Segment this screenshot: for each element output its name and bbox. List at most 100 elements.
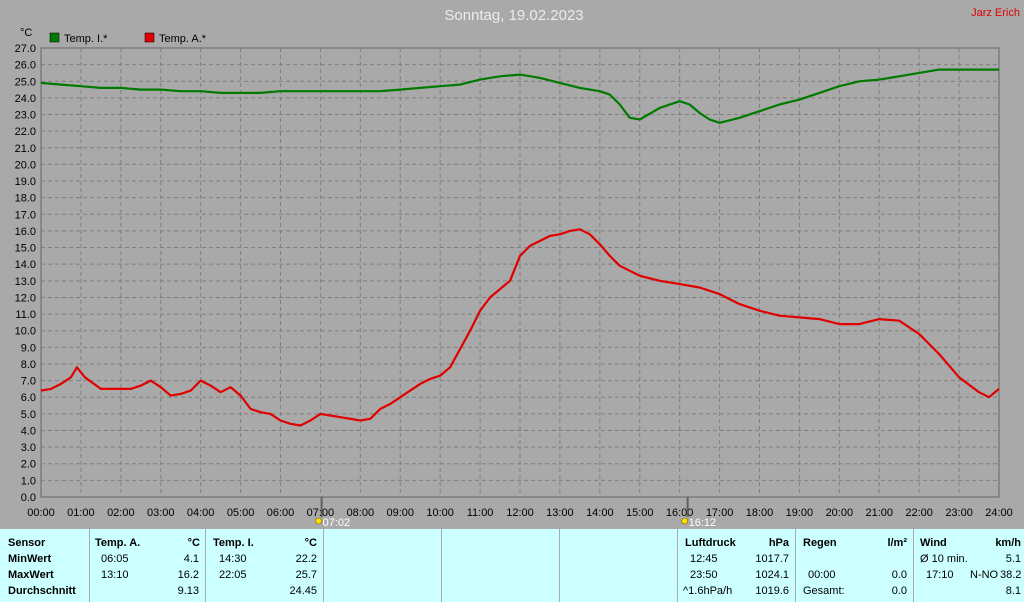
x-tick-label: 10:00 bbox=[426, 507, 454, 519]
y-tick-label: 7.0 bbox=[21, 376, 36, 388]
x-tick-label: 24:00 bbox=[985, 507, 1013, 519]
x-tick-label: 16:00 bbox=[666, 507, 694, 519]
x-tick-label: 06:00 bbox=[267, 507, 295, 519]
y-tick-label: 21.0 bbox=[15, 143, 36, 155]
wind-max-time: 17:10 bbox=[926, 569, 954, 581]
x-tick-label: 09:00 bbox=[386, 507, 414, 519]
wind-unit: km/h bbox=[995, 537, 1021, 549]
x-tick-label: 18:00 bbox=[746, 507, 774, 519]
legend-swatch-temp-a bbox=[144, 32, 155, 43]
wind-header: Wind bbox=[920, 537, 947, 549]
x-tick-label: 01:00 bbox=[67, 507, 95, 519]
x-tick-label: 12:00 bbox=[506, 507, 534, 519]
x-axis: 00:00 01:00 02:00 03:00 04:00 05:00 06:00 07:00… bbox=[27, 507, 1013, 519]
y-tick-label: 24.0 bbox=[15, 93, 36, 105]
temp-a-unit: °C bbox=[187, 537, 200, 549]
y-tick-label: 15.0 bbox=[15, 243, 36, 255]
wind-direction: N-NO bbox=[970, 569, 999, 581]
series-lines bbox=[40, 68, 1000, 427]
y-tick-label: 4.0 bbox=[21, 425, 36, 437]
y-tick-label: 3.0 bbox=[21, 442, 36, 454]
wind-avg: 5.1 bbox=[1005, 553, 1021, 565]
temp-i-header: Temp. I. bbox=[213, 537, 254, 549]
wind-max: 38.2 bbox=[1000, 569, 1022, 581]
y-tick-label: 8.0 bbox=[21, 359, 36, 371]
row-label-avg: Durchschnitt bbox=[8, 585, 76, 597]
y-tick-label: 11.0 bbox=[15, 309, 36, 321]
y-tick-label: 1.0 bbox=[21, 475, 36, 487]
x-tick-label: 05:00 bbox=[227, 507, 255, 519]
x-tick-label: 02:00 bbox=[107, 507, 135, 519]
legend-swatch-temp-i bbox=[49, 32, 60, 43]
x-tick-label: 03:00 bbox=[147, 507, 175, 519]
x-tick-label: 04:00 bbox=[187, 507, 215, 519]
y-unit-label: °C bbox=[20, 27, 32, 39]
sunset-icon bbox=[681, 517, 688, 525]
y-tick-label: 18.0 bbox=[15, 193, 36, 205]
chart-title: Sonntag, 19.02.2023 bbox=[444, 7, 583, 24]
y-tick-label: 2.0 bbox=[21, 459, 36, 471]
pressure-unit: hPa bbox=[768, 537, 789, 549]
x-tick-label: 19:00 bbox=[786, 507, 814, 519]
pressure-max: 1024.1 bbox=[755, 569, 789, 581]
y-tick-label: 27.0 bbox=[15, 43, 36, 55]
author-label: Jarz Erich bbox=[971, 7, 1020, 19]
temp-i-avg: 24.45 bbox=[289, 585, 317, 597]
pressure-min: 1017.7 bbox=[755, 553, 789, 565]
temp-i-min: 22.2 bbox=[295, 553, 317, 565]
wind-avg-label: Ø 10 min. bbox=[920, 553, 968, 565]
x-tick-label: 07:00 bbox=[307, 507, 335, 519]
summary-table: Sensor MinWert MaxWert Durchschnitt Temp… bbox=[0, 529, 1024, 602]
temp-i-max: 25.7 bbox=[295, 569, 317, 581]
divider bbox=[795, 529, 796, 602]
rain-header: Regen bbox=[803, 537, 837, 549]
temperature-chart: Sonntag, 19.02.2023 Jarz Erich °C Temp. … bbox=[15, 7, 1020, 529]
x-tick-label: 23:00 bbox=[945, 507, 973, 519]
temp-a-max-time: 13:10 bbox=[101, 569, 129, 581]
row-label-max: MaxWert bbox=[8, 569, 54, 581]
legend: Temp. I.* Temp. A.* bbox=[49, 32, 207, 45]
rain-total-label: Gesamt: bbox=[803, 585, 845, 597]
y-tick-label: 13.0 bbox=[15, 276, 36, 288]
y-tick-label: 12.0 bbox=[15, 292, 36, 304]
series-line-temp-a bbox=[40, 228, 1000, 427]
y-tick-label: 0.0 bbox=[21, 492, 36, 504]
x-tick-label: 22:00 bbox=[905, 507, 933, 519]
temp-i-max-time: 22:05 bbox=[219, 569, 247, 581]
pressure-header: Luftdruck bbox=[685, 537, 736, 549]
y-axis: 0.0 1.0 2.0 3.0 4.0 5.0 6.0 7.0 8.0 9.0 10.0 11.0 12… bbox=[15, 43, 36, 504]
sunrise-icon bbox=[315, 517, 322, 525]
y-tick-label: 22.0 bbox=[15, 126, 36, 138]
x-tick-label: 08:00 bbox=[347, 507, 375, 519]
x-tick-label: 21:00 bbox=[865, 507, 893, 519]
y-tick-label: 23.0 bbox=[15, 110, 36, 122]
y-tick-label: 6.0 bbox=[21, 392, 36, 404]
pressure-trend: ^1.6hPa/h bbox=[683, 585, 733, 597]
y-tick-label: 17.0 bbox=[15, 209, 36, 221]
y-tick-label: 19.0 bbox=[15, 176, 36, 188]
x-tick-label: 14:00 bbox=[586, 507, 614, 519]
x-tick-label: 20:00 bbox=[826, 507, 854, 519]
sensor-header: Sensor bbox=[8, 537, 46, 549]
y-tick-label: 26.0 bbox=[15, 60, 36, 72]
x-tick-label: 17:00 bbox=[706, 507, 734, 519]
divider bbox=[913, 529, 914, 602]
divider bbox=[559, 529, 560, 602]
y-tick-label: 10.0 bbox=[15, 326, 36, 338]
row-label-min: MinWert bbox=[8, 553, 52, 565]
y-tick-label: 20.0 bbox=[15, 159, 36, 171]
temp-i-unit: °C bbox=[304, 537, 317, 549]
y-tick-label: 25.0 bbox=[15, 76, 36, 88]
x-tick-label: 15:00 bbox=[626, 507, 654, 519]
x-tick-label: 13:00 bbox=[546, 507, 574, 519]
temp-a-min-time: 06:05 bbox=[101, 553, 129, 565]
y-tick-label: 14.0 bbox=[15, 259, 36, 271]
sun-markers: 07:02 16:12 bbox=[315, 497, 717, 529]
sun-marker-label: 16:12 bbox=[689, 517, 717, 529]
divider bbox=[677, 529, 678, 602]
grid bbox=[41, 48, 999, 497]
y-tick-label: 5.0 bbox=[21, 409, 36, 421]
temp-a-max: 16.2 bbox=[177, 569, 199, 581]
temp-a-header: Temp. A. bbox=[95, 537, 141, 549]
legend-label-temp-i: Temp. I.* bbox=[64, 33, 108, 45]
